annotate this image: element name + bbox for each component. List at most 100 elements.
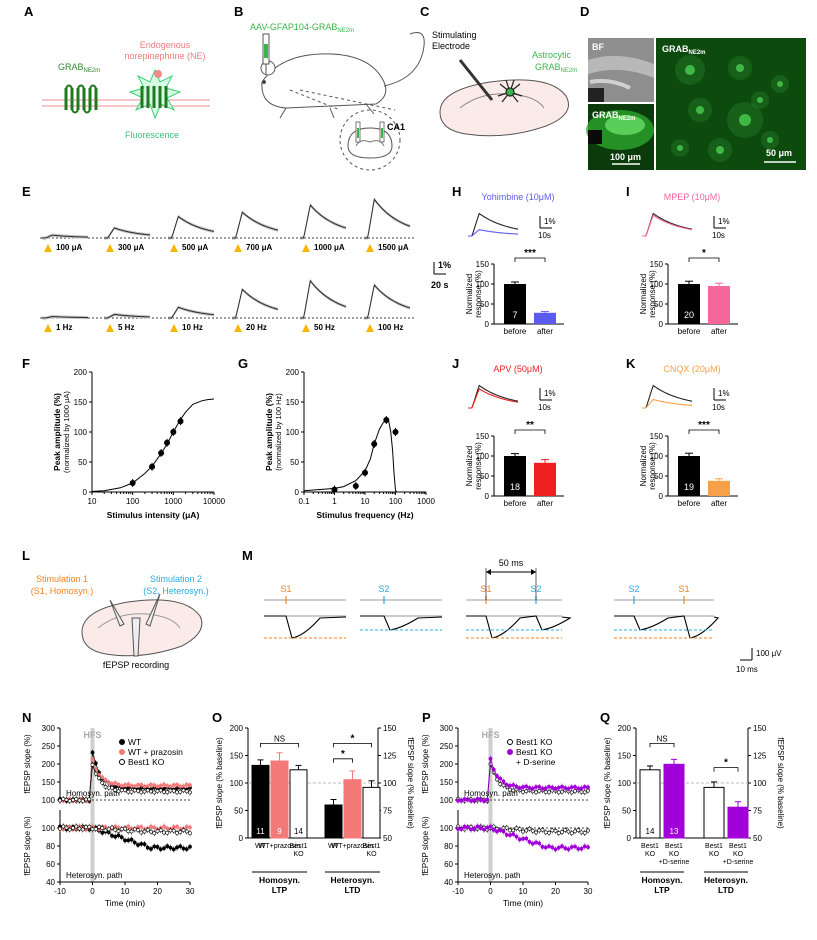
series-point [537,828,542,833]
series-point [576,847,581,851]
bar-after [534,312,556,324]
series-point [93,827,98,831]
x-tick-label: KO [645,851,656,858]
series-point [556,790,561,795]
x-tick-label: 30 [186,887,195,896]
series-point [582,831,587,835]
y-axis-label-2: response (%) [648,270,657,318]
series-point [547,830,551,835]
series-point [175,824,179,829]
series-point [560,784,564,789]
series-point [165,830,170,835]
y-tick-label: 50 [290,458,299,467]
series-point [103,828,108,833]
y-tick-label: 60 [46,860,55,869]
trace-line [468,229,519,237]
panel-label-q: Q [600,710,610,725]
series-point [181,828,186,832]
series-point [162,830,166,835]
series-point [495,829,499,834]
series-point [485,797,490,802]
y-tick-label-right: 100 [383,779,397,788]
series-point [129,829,134,834]
y-tick-label: 0 [659,320,664,329]
series-point [58,826,62,831]
series-point [184,789,189,794]
series-point [188,844,192,849]
y-tick-label: 250 [440,742,454,751]
series-point [553,847,558,852]
y-axis-label-1: Normalized [465,446,474,486]
y-tick-label: 0 [83,488,88,497]
electrode-label-2: Electrode [432,41,470,51]
astrocyte-process-halo [751,91,769,109]
series-point [171,847,176,852]
n-label: 19 [684,482,694,492]
series-point [152,790,157,795]
s1-label-1: Stimulation 1 [36,574,88,584]
receptor-icon [64,84,98,114]
y-tick-label-right: 50 [383,834,392,843]
series-point [527,826,532,831]
x-tick-label: 100 [389,497,403,506]
intensity-label: 300 μA [118,243,144,252]
x-tick-label: 10 [121,887,130,896]
group-label: LTD [718,885,734,895]
significance-label: ** [526,420,534,431]
significance-label: *** [698,420,710,431]
data-point [362,469,368,476]
series-point [165,783,170,788]
group-label: Homosyn. [259,875,300,885]
y-tick-label: 150 [440,778,454,787]
y-axis-label-1: Normalized [639,446,648,486]
series-point [465,825,470,830]
series-point [136,828,140,832]
fepsp-trace [264,615,347,639]
series-point [521,785,525,789]
panel-label-l: L [22,548,30,563]
y-tick-label-left: 150 [618,752,632,761]
series-point [74,824,79,829]
series-point [139,782,144,787]
series-point [514,834,519,839]
panel-l-schematic: Stimulation 1 (S1, Homosyn.) Stimulation… [31,574,209,670]
series-point [175,790,179,795]
grab-label-right: GRABNE2m [662,44,706,56]
grab-label-left: GRABNE2m [592,110,636,122]
series-point [569,831,574,836]
series-point [168,788,173,793]
x-tick-label: 10 [361,497,370,506]
stim-label: S2 [378,584,389,594]
stimulus-triangle-icon [234,324,242,332]
y-tick-label: 0 [485,492,490,501]
x-tick-label: 1000 [417,497,435,506]
series-point [71,798,75,802]
series-point [560,844,564,849]
series-point [511,788,516,793]
y-tick-label: 80 [46,842,55,851]
series-point [103,777,108,782]
series-point [485,825,490,830]
sig-bracket [514,257,546,262]
y-tick-label-right: 100 [753,779,767,788]
series-point [540,786,545,791]
significance-label: * [724,758,728,769]
series-point [456,827,460,831]
trace-sem-band [168,305,214,320]
drug-label: Yohimbine (10μM) [482,192,555,202]
stimulus-triangle-icon [366,324,374,332]
y-tick-label: 100 [440,796,454,805]
y-tick-label-right: 75 [753,807,762,816]
hfs-label: HFS [84,730,102,740]
series-point [175,845,179,850]
series-point [475,797,480,801]
arrowhead-left [486,569,491,575]
y-tick-label: 100 [42,796,56,805]
scale-label-x: 10s [538,231,551,240]
series-point [129,789,134,794]
y-tick-label: 200 [440,760,454,769]
series-point [100,780,105,785]
scale-label-uv: 100 μV [756,649,782,658]
bar-after [534,462,556,496]
series-point [90,750,95,755]
